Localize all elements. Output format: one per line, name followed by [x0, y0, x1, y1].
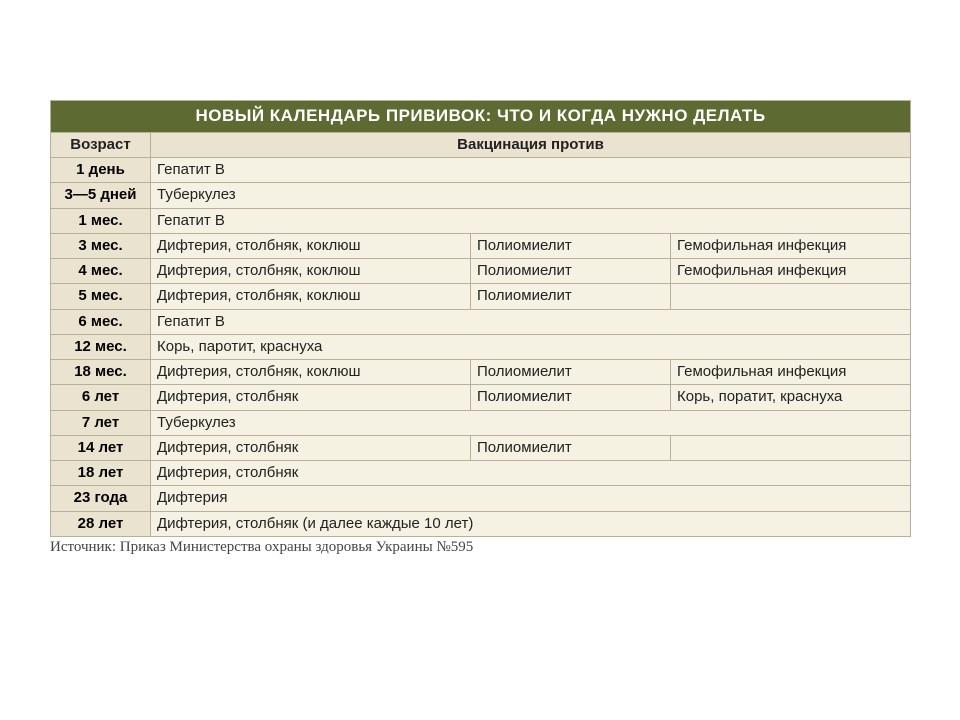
vaccine-cell: Гемофильная инфекция [671, 360, 911, 385]
vaccine-cell: Гемофильная инфекция [671, 259, 911, 284]
vaccine-cell: Туберкулез [151, 410, 911, 435]
table-row: 28 летДифтерия, столбняк (и далее каждые… [51, 511, 911, 536]
age-cell: 28 лет [51, 511, 151, 536]
vaccine-cell: Гепатит В [151, 158, 911, 183]
vaccination-table: НОВЫЙ КАЛЕНДАРЬ ПРИВИВОК: ЧТО И КОГДА НУ… [50, 100, 911, 537]
source-text: Источник: Приказ Министерства охраны здо… [50, 539, 910, 556]
table-row: 6 мес.Гепатит В [51, 309, 911, 334]
vaccine-cell: Полиомиелит [471, 360, 671, 385]
table-row: 23 годаДифтерия [51, 486, 911, 511]
vaccine-cell: Дифтерия, столбняк (и далее каждые 10 ле… [151, 511, 911, 536]
vaccine-cell: Полиомиелит [471, 435, 671, 460]
table-row: 18 мес.Дифтерия, столбняк, коклюшПолиоми… [51, 360, 911, 385]
age-cell: 4 мес. [51, 259, 151, 284]
vaccine-cell: Туберкулез [151, 183, 911, 208]
table-title: НОВЫЙ КАЛЕНДАРЬ ПРИВИВОК: ЧТО И КОГДА НУ… [51, 101, 911, 133]
table-row: 1 мес.Гепатит В [51, 208, 911, 233]
age-cell: 23 года [51, 486, 151, 511]
age-cell: 18 лет [51, 461, 151, 486]
age-cell: 1 день [51, 158, 151, 183]
table-row: 3—5 днейТуберкулез [51, 183, 911, 208]
header-vaccination: Вакцинация против [151, 132, 911, 157]
table-title-row: НОВЫЙ КАЛЕНДАРЬ ПРИВИВОК: ЧТО И КОГДА НУ… [51, 101, 911, 133]
table-row: 5 мес.Дифтерия, столбняк, коклюшПолиомие… [51, 284, 911, 309]
vaccine-cell: Дифтерия, столбняк [151, 435, 471, 460]
vaccine-cell: Дифтерия, столбняк, коклюш [151, 360, 471, 385]
vaccine-cell: Дифтерия, столбняк, коклюш [151, 284, 471, 309]
age-cell: 6 лет [51, 385, 151, 410]
table-row: 3 мес.Дифтерия, столбняк, коклюшПолиомие… [51, 233, 911, 258]
table-row: 14 летДифтерия, столбнякПолиомиелит [51, 435, 911, 460]
vaccine-cell: Дифтерия, столбняк [151, 385, 471, 410]
table-row: 18 летДифтерия, столбняк [51, 461, 911, 486]
table-row: 6 летДифтерия, столбнякПолиомиелитКорь, … [51, 385, 911, 410]
vaccine-cell: Полиомиелит [471, 259, 671, 284]
vaccine-cell [671, 284, 911, 309]
vaccine-cell: Дифтерия, столбняк, коклюш [151, 259, 471, 284]
age-cell: 3—5 дней [51, 183, 151, 208]
table-row: 4 мес.Дифтерия, столбняк, коклюшПолиомие… [51, 259, 911, 284]
vaccine-cell: Корь, поратит, краснуха [671, 385, 911, 410]
vaccine-cell: Корь, паротит, краснуха [151, 334, 911, 359]
vaccine-cell: Гепатит В [151, 208, 911, 233]
age-cell: 12 мес. [51, 334, 151, 359]
vaccine-cell: Полиомиелит [471, 233, 671, 258]
header-age: Возраст [51, 132, 151, 157]
vaccine-cell: Гепатит В [151, 309, 911, 334]
vaccine-cell: Гемофильная инфекция [671, 233, 911, 258]
age-cell: 14 лет [51, 435, 151, 460]
table-row: 7 летТуберкулез [51, 410, 911, 435]
age-cell: 6 мес. [51, 309, 151, 334]
table-header-row: Возраст Вакцинация против [51, 132, 911, 157]
age-cell: 7 лет [51, 410, 151, 435]
age-cell: 18 мес. [51, 360, 151, 385]
vaccine-cell: Дифтерия, столбняк, коклюш [151, 233, 471, 258]
vaccine-cell: Дифтерия [151, 486, 911, 511]
vaccine-cell: Полиомиелит [471, 385, 671, 410]
vaccine-cell: Дифтерия, столбняк [151, 461, 911, 486]
vaccine-cell: Полиомиелит [471, 284, 671, 309]
vaccine-cell [671, 435, 911, 460]
age-cell: 1 мес. [51, 208, 151, 233]
age-cell: 3 мес. [51, 233, 151, 258]
age-cell: 5 мес. [51, 284, 151, 309]
table-row: 12 мес.Корь, паротит, краснуха [51, 334, 911, 359]
table-row: 1 деньГепатит В [51, 158, 911, 183]
page-container: НОВЫЙ КАЛЕНДАРЬ ПРИВИВОК: ЧТО И КОГДА НУ… [0, 0, 960, 556]
